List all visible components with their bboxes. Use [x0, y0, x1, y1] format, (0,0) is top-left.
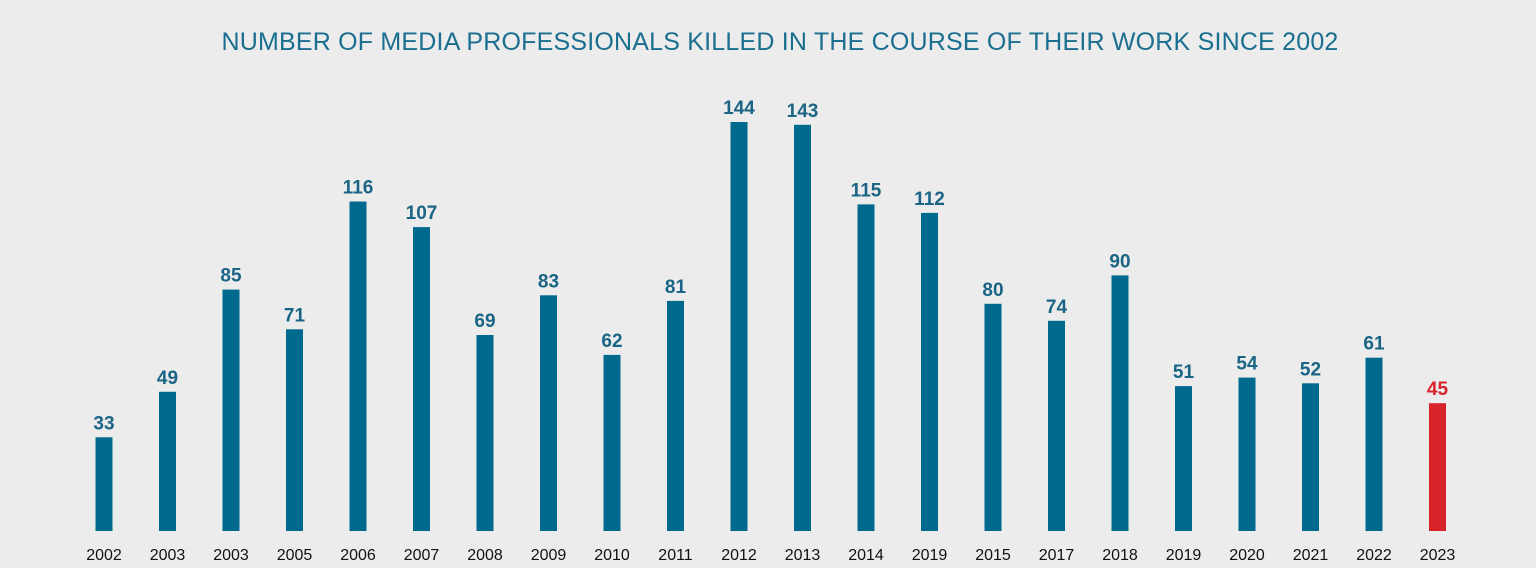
chart-title: NUMBER OF MEDIA PROFESSIONALS KILLED IN … [221, 28, 1339, 56]
year-tick-label: 2022 [1356, 547, 1392, 564]
year-tick-label: 2013 [785, 547, 821, 564]
value-label: 33 [93, 413, 114, 434]
value-label: 51 [1173, 362, 1195, 383]
year-tick-label: 2012 [721, 547, 757, 564]
year-labels-layer: 2002 2003 2003 2005 2006 2007 2008 2009 2010 2011… [86, 547, 1455, 564]
bar-2008-6 [476, 335, 494, 531]
value-label: 49 [157, 368, 178, 389]
value-label: 62 [601, 331, 622, 352]
value-label: 61 [1363, 334, 1385, 355]
bar-2015-14 [984, 303, 1002, 531]
value-label: 90 [1109, 251, 1130, 272]
value-label: 85 [220, 266, 242, 287]
bar-2003-1 [159, 391, 176, 531]
bar-2012-10 [730, 122, 748, 531]
value-label: 81 [665, 277, 687, 298]
value-label: 74 [1046, 297, 1068, 318]
year-tick-label: 2017 [1039, 547, 1075, 564]
year-tick-label: 2021 [1293, 547, 1329, 564]
year-tick-label: 2023 [1420, 547, 1456, 564]
value-label: 52 [1300, 359, 1321, 380]
bar-2019-17 [1175, 386, 1192, 531]
bar-2021-19 [1302, 383, 1319, 531]
year-tick-label: 2015 [975, 547, 1011, 564]
value-label: 144 [723, 98, 755, 119]
value-label: 143 [787, 101, 819, 122]
year-tick-label: 2018 [1102, 547, 1138, 564]
value-label: 107 [406, 203, 438, 224]
value-label: 71 [284, 305, 306, 326]
bar-2007-5 [413, 227, 430, 531]
value-label: 83 [538, 271, 559, 292]
year-tick-label: 2002 [86, 547, 122, 564]
year-tick-label: 2003 [213, 547, 249, 564]
bar-2013-11 [794, 124, 811, 532]
year-tick-label: 2003 [150, 547, 186, 564]
year-tick-label: 2006 [340, 547, 376, 564]
bar-2006-4 [349, 201, 367, 531]
value-label: 80 [982, 280, 1003, 301]
year-tick-label: 2019 [912, 547, 948, 564]
bar-2023-21 [1429, 403, 1446, 531]
bar-2003-2 [222, 289, 240, 531]
year-tick-label: 2008 [467, 547, 503, 564]
year-tick-label: 2011 [658, 547, 693, 564]
bar-2022-20 [1365, 357, 1383, 531]
bars-layer [95, 122, 1446, 532]
value-label: 45 [1427, 379, 1449, 400]
bar-2020-18 [1238, 377, 1256, 531]
bar-2002-0 [95, 437, 113, 531]
value-label: 115 [851, 180, 882, 201]
value-label: 69 [474, 311, 495, 332]
value-labels-layer: 33 49 85 71 116 107 69 83 62 81 144 143 115 112 80 74 90… [93, 98, 1448, 434]
year-tick-label: 2005 [277, 547, 313, 564]
year-tick-label: 2019 [1166, 547, 1202, 564]
year-tick-label: 2010 [594, 547, 630, 564]
value-label: 116 [343, 178, 374, 199]
year-tick-label: 2020 [1229, 547, 1265, 564]
year-tick-label: 2009 [531, 547, 567, 564]
bar-2014-12 [857, 204, 875, 531]
value-label: 54 [1236, 354, 1258, 375]
bar-2011-9 [667, 300, 684, 531]
value-label: 112 [914, 189, 945, 210]
bar-2019-13 [921, 212, 938, 531]
bar-2018-16 [1111, 275, 1129, 531]
year-tick-label: 2014 [848, 547, 884, 564]
year-tick-label: 2007 [404, 547, 440, 564]
bar-2017-15 [1048, 320, 1065, 531]
bar-2005-3 [286, 329, 303, 531]
bar-2009-7 [540, 295, 557, 531]
bar-2010-8 [603, 354, 621, 531]
